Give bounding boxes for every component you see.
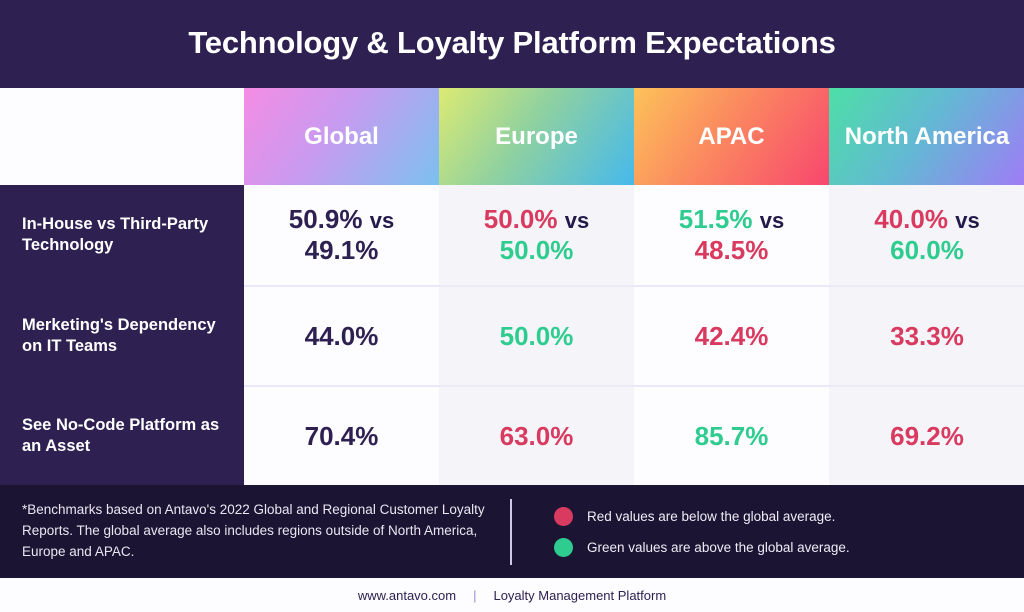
value-cell-europe: 50.0% <box>439 287 634 385</box>
value-vs: vs <box>369 208 395 234</box>
footer-website[interactable]: www.antavo.com <box>357 587 457 603</box>
value-primary: 50.9% <box>288 204 363 235</box>
value-primary: 70.4% <box>304 420 379 451</box>
column-header-global: Global <box>244 88 439 185</box>
value-cell-apac: 42.4% <box>634 287 829 385</box>
value-cell-global: 44.0% <box>244 287 439 385</box>
column-header-north-america: North America <box>829 88 1024 185</box>
green-dot-icon <box>554 537 573 557</box>
footer-separator: | <box>473 587 477 603</box>
row-label: See No-Code Platform as an Asset <box>0 387 244 485</box>
column-header-label: Europe <box>495 122 578 150</box>
legend-item: Green values are above the global averag… <box>554 537 850 557</box>
value-primary: 63.0% <box>499 420 574 451</box>
value-primary: 42.4% <box>694 320 769 351</box>
footer-tagline: Loyalty Management Platform <box>493 587 667 603</box>
table-row: See No-Code Platform as an Asset 70.4% 6… <box>0 387 1024 485</box>
value-cell-global: 50.9% vs 49.1% <box>244 185 439 285</box>
value-vs: vs <box>955 208 980 234</box>
comparison-table: Global Europe APAC North America In-Hous… <box>0 88 1024 485</box>
value-primary: 50.0% <box>483 204 558 235</box>
row-divider-right <box>244 385 1024 387</box>
title-bar: Technology & Loyalty Platform Expectatio… <box>0 0 1024 85</box>
value-secondary: 60.0% <box>890 235 964 265</box>
page-title: Technology & Loyalty Platform Expectatio… <box>188 24 836 60</box>
column-header-label: Global <box>304 122 379 150</box>
value-primary: 33.3% <box>890 320 964 351</box>
footnote-divider <box>510 498 512 565</box>
value-cell-europe: 63.0% <box>439 387 634 485</box>
row-divider-left <box>0 285 244 287</box>
row-divider <box>0 285 1024 287</box>
value-cell-north-america: 33.3% <box>829 287 1024 385</box>
value-primary: 51.5% <box>678 204 753 235</box>
footnote-text: *Benchmarks based on Antavo's 2022 Globa… <box>22 502 485 559</box>
title-separator <box>0 85 1024 88</box>
column-header-apac: APAC <box>634 88 829 185</box>
row-divider-right <box>244 285 1024 287</box>
value-cell-europe: 50.0% vs 50.0% <box>439 185 634 285</box>
table-header-row: Global Europe APAC North America <box>0 88 1024 185</box>
header-corner-cell <box>0 88 244 185</box>
value-vs: vs <box>759 208 785 234</box>
column-header-label: APAC <box>698 122 765 150</box>
row-label: Merketing's Dependency on IT Teams <box>0 287 244 385</box>
value-primary: 44.0% <box>304 320 379 351</box>
value-primary: 40.0% <box>874 204 948 235</box>
legend: Red values are below the global average.… <box>554 506 850 557</box>
red-dot-icon <box>554 506 573 526</box>
table-row: In-House vs Third-Party Technology 50.9%… <box>0 185 1024 285</box>
footnote-band: *Benchmarks based on Antavo's 2022 Globa… <box>0 485 1024 578</box>
value-secondary: 48.5% <box>694 235 769 265</box>
column-header-europe: Europe <box>439 88 634 185</box>
value-cell-global: 70.4% <box>244 387 439 485</box>
value-cell-apac: 85.7% <box>634 387 829 485</box>
value-secondary: 49.1% <box>304 235 379 265</box>
value-cell-north-america: 40.0% vs 60.0% <box>829 185 1024 285</box>
legend-item-label: Red values are below the global average. <box>587 508 836 524</box>
table-row: Merketing's Dependency on IT Teams 44.0%… <box>0 287 1024 385</box>
row-divider <box>0 385 1024 387</box>
value-primary: 85.7% <box>694 420 769 451</box>
legend-item: Red values are below the global average. <box>554 506 850 526</box>
row-divider-left <box>0 385 244 387</box>
row-label: In-House vs Third-Party Technology <box>0 185 244 285</box>
legend-item-label: Green values are above the global averag… <box>587 539 850 555</box>
footer-bar: www.antavo.com | Loyalty Management Plat… <box>0 578 1024 612</box>
column-header-label: North America <box>844 122 1010 150</box>
value-secondary: 50.0% <box>499 235 574 265</box>
value-cell-north-america: 69.2% <box>829 387 1024 485</box>
value-primary: 69.2% <box>890 420 964 451</box>
value-primary: 50.0% <box>499 320 574 351</box>
value-vs: vs <box>564 208 590 234</box>
value-cell-apac: 51.5% vs 48.5% <box>634 185 829 285</box>
